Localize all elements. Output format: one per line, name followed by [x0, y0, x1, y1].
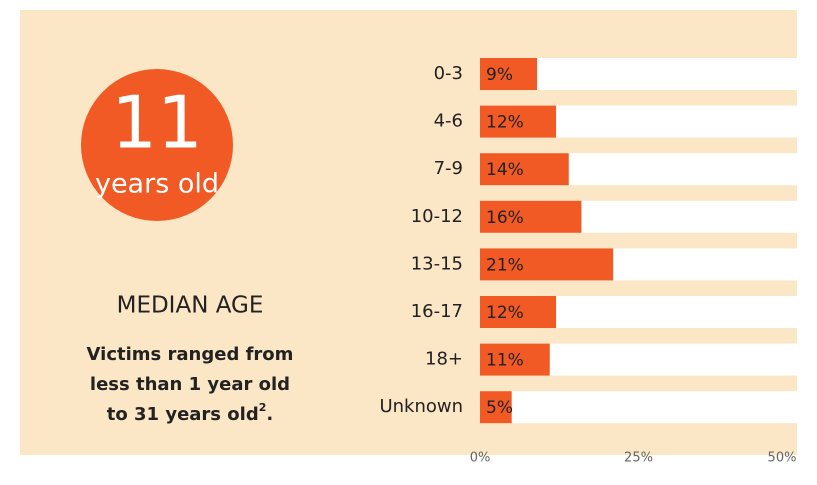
y-tick-label: 18+	[425, 349, 463, 370]
x-tick-label: 0%	[470, 451, 491, 466]
description-line: Victims ranged from	[87, 344, 294, 365]
value-label: 12%	[486, 303, 524, 323]
description-line: to 31 years old2.	[107, 401, 273, 425]
median-number: 11	[111, 81, 203, 165]
period: .	[266, 404, 273, 425]
bar	[480, 58, 538, 90]
heading: MEDIAN AGE	[117, 293, 264, 319]
bar	[480, 391, 512, 424]
x-tick-label: 50%	[768, 451, 797, 466]
description-line: less than 1 year old	[90, 374, 290, 395]
value-label: 11%	[486, 351, 524, 371]
median-unit: years old	[95, 169, 219, 200]
y-tick-label: 4-6	[434, 111, 463, 132]
value-label: 14%	[486, 160, 524, 180]
value-label: 5%	[486, 398, 513, 418]
y-tick-label: 0-3	[434, 63, 463, 84]
value-label: 16%	[486, 208, 524, 228]
y-tick-label: 13-15	[411, 253, 463, 274]
y-tick-label: 7-9	[434, 158, 463, 179]
bar	[480, 296, 557, 328]
value-label: 12%	[486, 113, 524, 133]
description-text: to 31 years old	[107, 404, 259, 425]
median-circle	[81, 69, 233, 221]
bar	[480, 105, 557, 138]
y-tick-label: 10-12	[411, 206, 463, 227]
bar	[480, 200, 582, 233]
value-label: 9%	[486, 65, 513, 85]
value-label: 21%	[486, 255, 524, 275]
bar	[480, 343, 550, 376]
bar	[480, 248, 614, 281]
x-tick-label: 25%	[624, 451, 653, 466]
y-tick-label: 16-17	[411, 301, 463, 322]
bar-track	[480, 391, 797, 424]
y-tick-label: Unknown	[379, 396, 463, 417]
footnote: 2	[259, 401, 267, 414]
bar	[480, 153, 569, 186]
